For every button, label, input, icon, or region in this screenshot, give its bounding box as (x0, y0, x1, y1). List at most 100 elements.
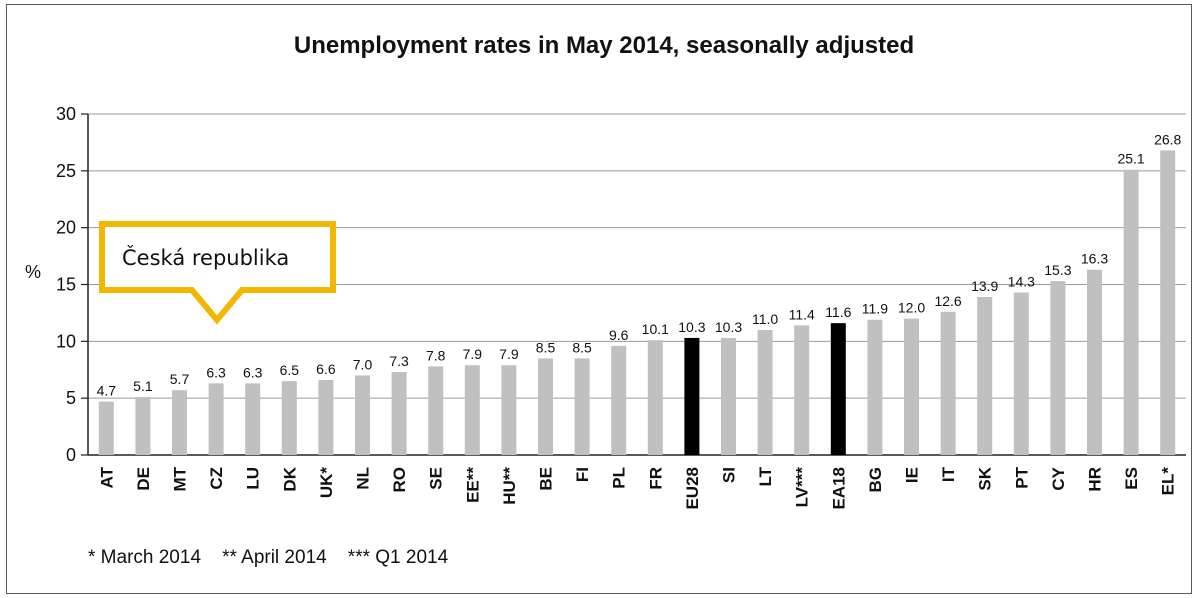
bar-cy (1050, 281, 1066, 455)
category-label: MT (171, 466, 190, 491)
bar-el (1160, 150, 1176, 455)
value-label: 7.8 (426, 347, 446, 363)
bar-fi (574, 358, 590, 455)
value-label: 8.5 (572, 339, 592, 355)
category-label: IE (903, 467, 922, 483)
category-label: HU** (500, 467, 519, 505)
bar-mt (172, 390, 187, 455)
value-label: 7.9 (499, 346, 519, 362)
category-label: SK (976, 466, 995, 490)
category-label: FI (573, 467, 592, 482)
category-label: UK* (317, 467, 336, 499)
category-label: ES (1122, 467, 1141, 490)
value-label: 12.0 (898, 300, 925, 316)
bar-pl (611, 345, 627, 455)
category-label: EU28 (683, 467, 702, 510)
bar-pt (1013, 292, 1029, 455)
bar-ea18 (830, 323, 846, 455)
y-tick-label: 10 (56, 331, 76, 351)
bar-hr (1087, 269, 1102, 455)
bar-be (538, 358, 553, 455)
value-label: 11.9 (862, 301, 888, 317)
y-axis: 0 5 10 15 20 25 30 (56, 104, 89, 465)
category-label: DK (280, 466, 299, 491)
value-label: 7.0 (353, 356, 373, 372)
chart-title: Unemployment rates in May 2014, seasonal… (294, 32, 914, 59)
y-tick-label: 30 (56, 104, 76, 124)
bar-ee (464, 365, 480, 455)
value-label: 10.3 (715, 319, 742, 335)
value-label: 11.0 (752, 311, 778, 327)
value-label: 11.6 (825, 304, 851, 320)
bars (98, 150, 1176, 456)
category-label: LU (244, 467, 263, 490)
value-label: 13.9 (971, 278, 998, 294)
bar-es (1123, 169, 1139, 456)
category-label: SI (720, 467, 739, 483)
category-label: PL (610, 467, 629, 489)
category-label: BE (537, 467, 556, 491)
category-label: EL* (1159, 467, 1178, 496)
bar-ro (391, 372, 407, 455)
callout-label: Česká republika (122, 245, 289, 270)
category-label: RO (390, 467, 409, 493)
bar-dk (281, 381, 297, 455)
value-label: 16.3 (1081, 251, 1108, 267)
bar-de (135, 397, 151, 455)
footnote: * March 2014 ** April 2014 *** Q1 2014 (88, 547, 449, 568)
value-label: 5.7 (170, 371, 190, 387)
bar-at (98, 401, 114, 455)
bar-bg (867, 319, 883, 455)
value-label: 11.4 (789, 306, 815, 322)
category-label: EE** (463, 467, 482, 503)
bar-lu (245, 383, 261, 455)
bar-lv (794, 325, 810, 455)
y-tick-label: 0 (66, 445, 76, 465)
category-label: AT (97, 466, 116, 488)
value-label: 6.6 (316, 361, 336, 377)
value-label: 15.3 (1044, 262, 1071, 278)
value-label: 10.3 (678, 319, 705, 335)
category-label: HR (1086, 467, 1105, 492)
category-label: NL (354, 467, 373, 490)
bar-si (721, 337, 736, 455)
category-label: CZ (207, 467, 226, 490)
value-label: 6.3 (206, 364, 226, 380)
category-label: LT (756, 466, 775, 486)
bar-cz (208, 383, 224, 455)
callout: Česká republika (99, 221, 336, 325)
category-label: SE (427, 467, 446, 490)
bar-sk (977, 297, 993, 455)
bar-eu28 (684, 337, 700, 455)
bar-nl (355, 375, 370, 455)
value-label: 5.1 (133, 378, 153, 394)
chart-frame (6, 4, 1192, 594)
value-label: 4.7 (97, 383, 117, 399)
bar-hu (501, 365, 517, 455)
value-label: 10.1 (642, 321, 669, 337)
category-label: FR (646, 467, 665, 490)
bar-uk (318, 379, 334, 455)
value-label: 12.6 (934, 293, 961, 309)
y-tick-label: 25 (56, 161, 76, 181)
y-axis-label: % (25, 262, 41, 282)
bar-se (428, 366, 444, 455)
value-labels: 4.7 5.1 5.7 6.3 6.3 6.5 6.6 7.0 7.3 7.8 7.9 7.9 8.5 8… (97, 131, 1182, 398)
value-label: 6.5 (280, 362, 300, 378)
bar-lt (757, 329, 773, 455)
bar-fr (647, 340, 663, 455)
bar-it (940, 311, 956, 455)
category-label: PT (1012, 466, 1031, 488)
y-tick-label: 20 (56, 218, 76, 238)
category-label: BG (866, 467, 885, 493)
value-label: 9.6 (609, 327, 629, 343)
category-label: CY (1049, 466, 1068, 490)
callout-box (99, 221, 336, 325)
value-label: 8.5 (536, 339, 556, 355)
category-label: DE (134, 467, 153, 491)
category-label: LV*** (793, 467, 812, 508)
value-label: 14.3 (1008, 273, 1035, 289)
value-label: 26.8 (1154, 131, 1181, 147)
category-label: IT (939, 466, 958, 482)
